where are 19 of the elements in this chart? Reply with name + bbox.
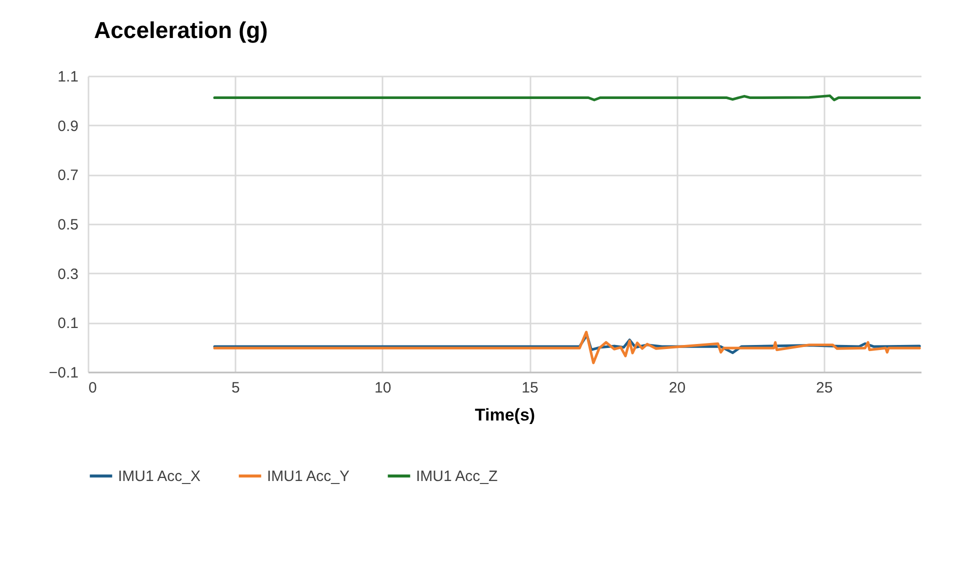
x-tick-label: 15 (522, 380, 538, 396)
chart-title: Acceleration (g) (94, 17, 268, 43)
x-tick-label: 10 (374, 380, 392, 396)
y-tick-label: 0.9 (58, 118, 78, 135)
legend-label: IMU1 Acc_Y (267, 468, 350, 485)
x-tick-label: 0 (88, 380, 97, 396)
x-axis-title: Time(s) (474, 406, 536, 424)
y-tick-label: 0.1 (58, 315, 78, 332)
y-tick-label: 1.1 (58, 68, 78, 86)
x-tick-label: 20 (668, 380, 686, 396)
legend-label: IMU1 Acc_Z (416, 468, 498, 485)
y-tick-label: 0.5 (58, 216, 78, 234)
legend-label: IMU1 Acc_X (118, 468, 201, 485)
y-tick-label: 0.7 (58, 167, 78, 184)
y-tick-label: 0.3 (58, 266, 78, 283)
y-tick-label: −0.1 (48, 364, 78, 382)
x-tick-label: 25 (816, 380, 833, 396)
line-series (213, 330, 921, 364)
x-tick-label: 5 (232, 380, 240, 396)
